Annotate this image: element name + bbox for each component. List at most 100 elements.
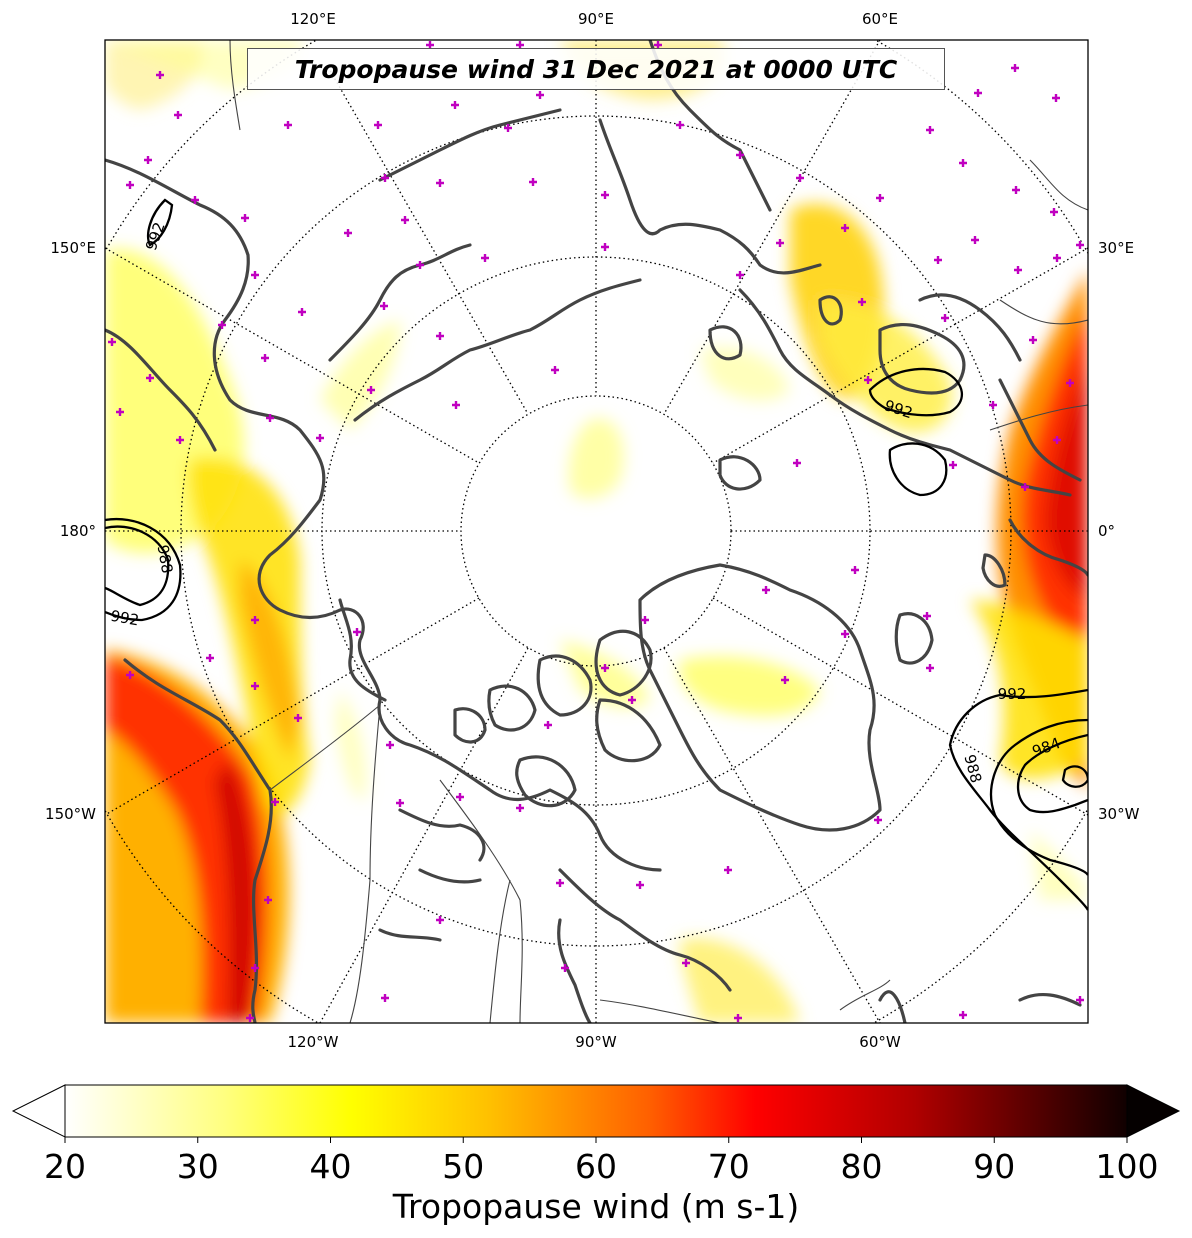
station-marker (436, 179, 444, 187)
pressure-contours (105, 198, 1088, 911)
colorbar-tick-label: 90 (973, 1147, 1016, 1186)
station-marker (676, 121, 684, 129)
borders (229, 40, 1088, 1023)
contour-line-988-w (105, 525, 170, 607)
station-marker (298, 308, 306, 316)
station-marker (851, 566, 859, 574)
station-marker (1011, 64, 1019, 72)
station-marker (264, 896, 272, 904)
colorbar-extend-max (1126, 1084, 1181, 1138)
lon-label-top-60e: 60°E (861, 10, 899, 28)
station-marker (481, 254, 489, 262)
station-marker (241, 214, 249, 222)
station-marker (796, 174, 804, 182)
station-marker (1066, 379, 1074, 387)
station-marker (536, 91, 544, 99)
station-marker (724, 866, 732, 874)
station-marker (601, 664, 609, 672)
station-marker (284, 121, 292, 129)
station-marker (1050, 208, 1058, 216)
station-marker (516, 41, 524, 49)
station-marker (641, 616, 649, 624)
station-marker (876, 194, 884, 202)
station-marker (294, 714, 302, 722)
station-marker (144, 156, 152, 164)
colorbar-extend-min (11, 1084, 66, 1138)
station-marker (734, 1014, 742, 1022)
colorbar-tick-label: 50 (442, 1147, 485, 1186)
lon-label-bottom-60w: 60°W (859, 1033, 901, 1051)
contour-line-992-e2 (888, 442, 948, 497)
station-marker (864, 376, 872, 384)
station-marker (841, 630, 849, 638)
station-marker (381, 994, 389, 1002)
station-marker (776, 239, 784, 247)
station-marker (736, 271, 744, 279)
colorbar-tick-label: 70 (707, 1147, 750, 1186)
station-marker (456, 793, 464, 801)
map-frame (104, 39, 1089, 1024)
station-marker (1076, 996, 1084, 1004)
station-marker (218, 321, 226, 329)
station-marker (841, 224, 849, 232)
station-marker (191, 196, 199, 204)
station-marker (793, 459, 801, 467)
station-marker (271, 798, 279, 806)
colorbar-body (65, 1085, 1127, 1137)
station-marker (436, 916, 444, 924)
station-marker (974, 89, 982, 97)
contour-label: 988 (154, 543, 177, 574)
station-marker (156, 71, 164, 79)
lon-label-bottom-90w: 90°W (575, 1033, 617, 1051)
station-marker (934, 256, 942, 264)
station-marker (858, 298, 866, 306)
station-marker (636, 881, 644, 889)
colorbar-tick-label: 80 (840, 1147, 883, 1186)
station-marker (436, 332, 444, 340)
station-marker (251, 271, 259, 279)
station-marker (1053, 436, 1061, 444)
station-marker (1052, 94, 1060, 102)
station-marker (736, 151, 744, 159)
station-marker (561, 964, 569, 972)
station-marker (926, 664, 934, 672)
station-marker (126, 181, 134, 189)
contour-label: 992 (109, 607, 140, 630)
station-marker (353, 628, 361, 636)
station-marker (251, 964, 259, 972)
station-marker (762, 586, 770, 594)
coastlines (105, 40, 1088, 1023)
station-marker (601, 243, 609, 251)
lon-label-bottom-120w: 120°W (287, 1033, 339, 1051)
colorbar-ticks (64, 1137, 1128, 1143)
station-marker (426, 41, 434, 49)
station-marker (251, 616, 259, 624)
colorbar-tick-label: 20 (44, 1147, 86, 1186)
station-marker (381, 174, 389, 182)
station-marker (316, 434, 324, 442)
station-marker (959, 159, 967, 167)
colorbar-label: Tropopause wind (m s-1) (392, 1187, 800, 1226)
station-marker (601, 191, 609, 199)
station-marker (367, 386, 375, 394)
colorbar (11, 1084, 1181, 1143)
station-marker (1053, 254, 1061, 262)
station-marker (923, 612, 931, 620)
station-marker (516, 804, 524, 812)
station-marker (174, 111, 182, 119)
station-marker (1012, 186, 1020, 194)
station-marker (206, 654, 214, 662)
station-marker (544, 721, 552, 729)
station-marker (556, 879, 564, 887)
lon-label-right-30w: 30°W (1098, 805, 1140, 823)
station-marker (266, 414, 274, 422)
colorbar-tick-label: 100 (1095, 1147, 1159, 1186)
station-marker (116, 408, 124, 416)
colorbar-tick-label: 40 (309, 1147, 352, 1186)
station-marker (941, 314, 949, 322)
station-marker (386, 741, 394, 749)
station-marker (374, 121, 382, 129)
station-marker (989, 401, 997, 409)
station-marker (1076, 241, 1084, 249)
